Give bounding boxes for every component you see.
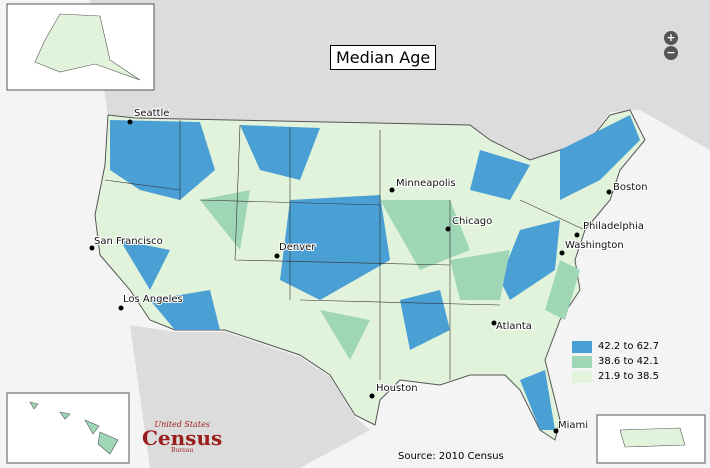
state-lines <box>104 120 586 380</box>
census-logo: United States Census Bureau <box>142 420 222 454</box>
legend-item: 42.2 to 62.7 <box>572 339 659 354</box>
city-label: Seattle <box>134 108 169 119</box>
alaska <box>34 13 141 81</box>
city-label: Denver <box>279 242 316 253</box>
city-dot <box>389 187 395 193</box>
city-label: Washington <box>565 240 624 251</box>
legend-swatch <box>572 370 592 383</box>
city-label: Boston <box>613 182 648 193</box>
cities: Seattle Minneapolis Boston Chicago Phila… <box>89 107 649 434</box>
map-title: Median Age <box>330 45 437 70</box>
canada <box>0 0 710 160</box>
city-label: Minneapolis <box>396 178 456 189</box>
zoom-in[interactable]: + <box>664 31 678 45</box>
city-dot <box>274 253 280 259</box>
logo-top: United States <box>154 420 210 429</box>
city-label: Chicago <box>452 216 492 227</box>
city-dot <box>491 320 497 326</box>
age-mid-areas <box>200 190 580 360</box>
hawaii <box>29 401 119 455</box>
source-note: Source: 2010 Census <box>398 451 504 462</box>
city-dot <box>118 305 124 311</box>
city-label: Miami <box>558 420 588 431</box>
city-dot <box>445 226 451 232</box>
logo-main: Census <box>142 426 223 450</box>
city-label: Philadelphia <box>583 221 644 232</box>
puerto-rico <box>619 427 686 448</box>
legend-swatch <box>572 355 592 368</box>
city-dot <box>89 245 95 251</box>
legend-label: 38.6 to 42.1 <box>598 356 659 367</box>
logo-bottom: Bureau <box>171 447 194 454</box>
city-dot <box>606 189 612 195</box>
city-dot <box>553 428 559 434</box>
zoom-out[interactable]: − <box>664 46 678 60</box>
legend-item: 21.9 to 38.5 <box>572 369 659 384</box>
city-dot <box>369 393 375 399</box>
legend-label: 42.2 to 62.7 <box>598 341 659 352</box>
city-label: Los Angeles <box>123 294 183 305</box>
legend: 42.2 to 62.7 38.6 to 42.1 21.9 to 38.5 <box>572 339 659 384</box>
city-label: Houston <box>376 383 418 394</box>
city-dot <box>559 250 565 256</box>
legend-label: 21.9 to 38.5 <box>598 371 659 382</box>
city-label: San Francisco <box>94 236 163 247</box>
city-label: Atlanta <box>496 321 532 332</box>
age-high-areas <box>110 115 640 430</box>
mexico <box>130 325 370 468</box>
legend-swatch <box>572 340 592 353</box>
legend-item: 38.6 to 42.1 <box>572 354 659 369</box>
city-dot <box>574 232 580 238</box>
city-dot <box>127 119 133 125</box>
